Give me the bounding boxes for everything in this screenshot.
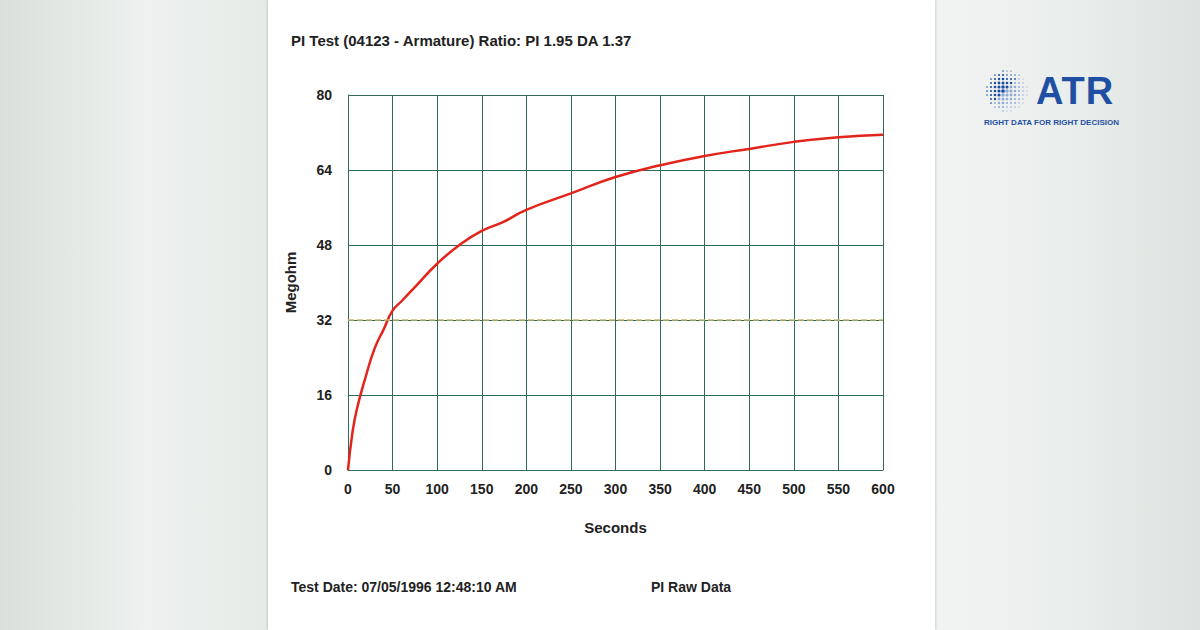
svg-text:400: 400 (693, 481, 717, 497)
svg-text:50: 50 (385, 481, 401, 497)
svg-text:500: 500 (782, 481, 806, 497)
svg-text:600: 600 (871, 481, 895, 497)
svg-text:450: 450 (738, 481, 762, 497)
svg-text:Seconds: Seconds (584, 519, 647, 536)
svg-text:80: 80 (316, 87, 332, 103)
svg-text:200: 200 (515, 481, 539, 497)
svg-text:0: 0 (324, 462, 332, 478)
svg-text:350: 350 (648, 481, 672, 497)
svg-text:0: 0 (344, 481, 352, 497)
html-text:ATR: ATR (1036, 70, 1115, 112)
svg-text:250: 250 (559, 481, 583, 497)
svg-text:64: 64 (316, 162, 332, 178)
svg-text:Megohm: Megohm (282, 252, 299, 314)
svg-text:PI Raw Data: PI Raw Data (651, 579, 731, 595)
svg-text:Test Date: 07/05/1996 12:48:10: Test Date: 07/05/1996 12:48:10 AM (291, 579, 517, 595)
svg-text:PI Test (04123 - Armature) Rat: PI Test (04123 - Armature) Ratio: PI 1.9… (291, 32, 631, 49)
svg-text:300: 300 (604, 481, 628, 497)
svg-text:16: 16 (316, 387, 332, 403)
svg-text:550: 550 (827, 481, 851, 497)
svg-text:48: 48 (316, 237, 332, 253)
svg-text:100: 100 (425, 481, 449, 497)
svg-text:150: 150 (470, 481, 494, 497)
svg-text:32: 32 (316, 312, 332, 328)
html-text:RIGHT DATA FOR RIGHT DECISION: RIGHT DATA FOR RIGHT DECISION (984, 118, 1119, 127)
